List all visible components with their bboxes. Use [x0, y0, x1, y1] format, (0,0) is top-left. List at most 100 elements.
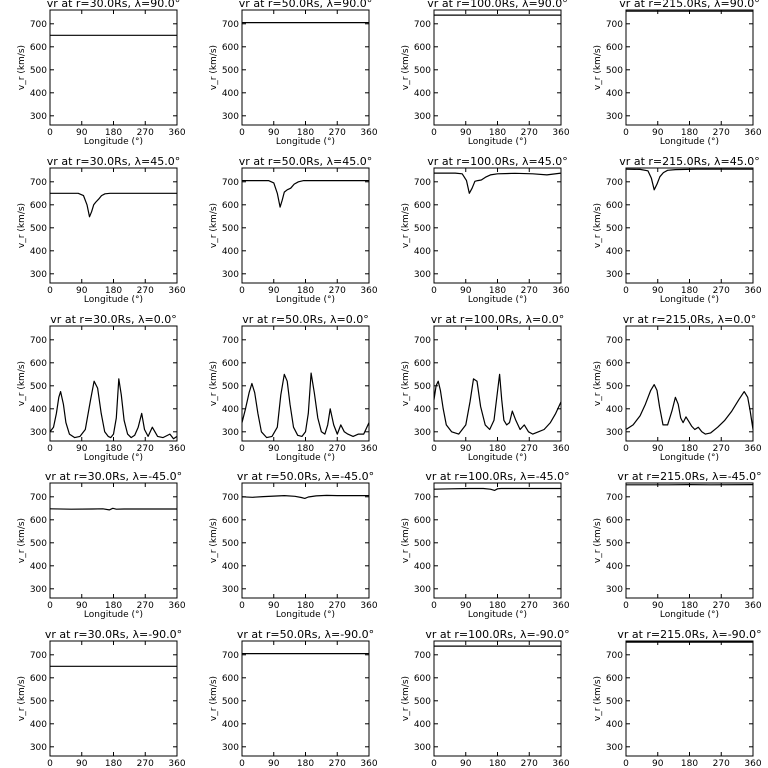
y-tick-label: 500	[606, 224, 623, 234]
y-tick-label: 500	[606, 697, 623, 707]
y-tick-label: 400	[606, 405, 623, 415]
x-tick-label: 0	[239, 601, 245, 611]
panel-title: vr at r=30.0Rs, λ=-90.0°	[45, 628, 182, 641]
x-tick-label: 90	[268, 444, 280, 454]
y-tick-label: 500	[414, 224, 431, 234]
y-tick-label: 700	[414, 651, 431, 661]
x-tick-label: 360	[168, 444, 185, 454]
y-tick-label: 300	[606, 270, 623, 280]
x-tick-label: 90	[460, 601, 472, 611]
x-tick-label: 360	[360, 444, 377, 454]
y-tick-label: 600	[414, 43, 431, 53]
x-axis-label: Longitude (°)	[660, 137, 719, 147]
x-tick-label: 90	[652, 128, 664, 138]
x-tick-label: 270	[713, 286, 730, 296]
x-axis-label: Longitude (°)	[84, 453, 143, 463]
y-tick-label: 500	[606, 539, 623, 549]
x-tick-label: 90	[652, 286, 664, 296]
panel-title: vr at r=100.0Rs, λ=-90.0°	[425, 628, 569, 641]
x-tick-label: 270	[521, 759, 538, 768]
y-tick-label: 700	[606, 20, 623, 30]
y-tick-label: 500	[222, 66, 239, 76]
x-tick-label: 180	[681, 601, 698, 611]
x-axis-label: Longitude (°)	[276, 610, 335, 620]
y-tick-label: 500	[222, 382, 239, 392]
y-tick-label: 600	[606, 359, 623, 369]
vr-series-line	[241, 372, 370, 439]
x-tick-label: 180	[297, 444, 314, 454]
x-tick-label: 360	[552, 601, 569, 611]
panel-3-2: vr at r=50.0Rs, λ=0.0° 0 90 180 270 360 300 400…	[209, 313, 378, 463]
y-tick-label: 500	[414, 66, 431, 76]
y-tick-label: 600	[414, 359, 431, 369]
vr-series-line	[625, 384, 754, 435]
panel-4-1: vr at r=30.0Rs, λ=-45.0° 0 90 180 270 360 300 4…	[17, 470, 186, 620]
y-tick-label: 700	[30, 178, 47, 188]
y-tick-label: 300	[222, 743, 239, 753]
vr-series-line	[433, 487, 561, 491]
x-tick-label: 0	[239, 286, 245, 296]
x-tick-label: 360	[744, 444, 761, 454]
x-tick-label: 270	[329, 286, 346, 296]
x-axis-label: Longitude (°)	[468, 137, 527, 147]
y-tick-label: 600	[30, 674, 47, 684]
y-tick-label: 600	[30, 43, 47, 53]
y-axis-label: v_r (km/s)	[17, 203, 27, 248]
x-tick-label: 180	[681, 444, 698, 454]
y-tick-label: 700	[606, 493, 623, 503]
x-tick-label: 0	[623, 444, 629, 454]
plot-frame	[241, 325, 370, 442]
x-tick-label: 90	[652, 444, 664, 454]
vr-series-line	[625, 168, 753, 191]
y-tick-label: 300	[414, 585, 431, 595]
panel-title: vr at r=30.0Rs, λ=-45.0°	[45, 470, 182, 483]
x-axis-label: Longitude (°)	[276, 453, 335, 463]
panel-title: vr at r=100.0Rs, λ=90.0°	[427, 0, 567, 10]
x-axis-label: Longitude (°)	[468, 453, 527, 463]
y-tick-label: 400	[30, 247, 47, 257]
plot-frame	[49, 9, 178, 126]
y-tick-label: 500	[222, 697, 239, 707]
x-tick-label: 180	[489, 286, 506, 296]
y-axis-label: v_r (km/s)	[593, 518, 603, 563]
plot-frame	[433, 167, 562, 284]
y-axis-label: v_r (km/s)	[593, 45, 603, 90]
plot-frame	[625, 167, 754, 284]
x-tick-label: 360	[360, 128, 377, 138]
x-tick-label: 270	[521, 286, 538, 296]
y-tick-label: 300	[30, 270, 47, 280]
x-tick-label: 0	[623, 759, 629, 768]
x-tick-label: 90	[76, 444, 88, 454]
y-axis-label: v_r (km/s)	[17, 361, 27, 406]
x-tick-label: 270	[521, 601, 538, 611]
x-tick-label: 180	[105, 286, 122, 296]
y-tick-label: 600	[30, 359, 47, 369]
y-tick-label: 600	[222, 674, 239, 684]
x-tick-label: 180	[105, 759, 122, 768]
x-tick-label: 0	[431, 601, 437, 611]
y-tick-label: 600	[414, 201, 431, 211]
panel-title: vr at r=30.0Rs, λ=45.0°	[47, 155, 180, 168]
y-axis-label: v_r (km/s)	[17, 676, 27, 721]
y-tick-label: 700	[606, 178, 623, 188]
y-axis-label: v_r (km/s)	[593, 361, 603, 406]
y-tick-label: 600	[222, 43, 239, 53]
x-tick-label: 270	[713, 128, 730, 138]
x-axis-label: Longitude (°)	[84, 295, 143, 305]
x-tick-label: 270	[329, 759, 346, 768]
y-tick-label: 600	[222, 201, 239, 211]
y-tick-label: 400	[30, 562, 47, 572]
x-tick-label: 0	[47, 286, 53, 296]
y-tick-label: 600	[414, 516, 431, 526]
y-tick-label: 600	[414, 674, 431, 684]
x-tick-label: 180	[681, 759, 698, 768]
y-tick-label: 700	[414, 20, 431, 30]
x-tick-label: 90	[76, 601, 88, 611]
x-axis-label: Longitude (°)	[660, 453, 719, 463]
x-tick-label: 90	[76, 128, 88, 138]
y-tick-label: 700	[222, 178, 239, 188]
x-axis-label: Longitude (°)	[468, 610, 527, 620]
x-tick-label: 270	[521, 128, 538, 138]
y-tick-label: 400	[222, 89, 239, 99]
y-tick-label: 400	[414, 562, 431, 572]
